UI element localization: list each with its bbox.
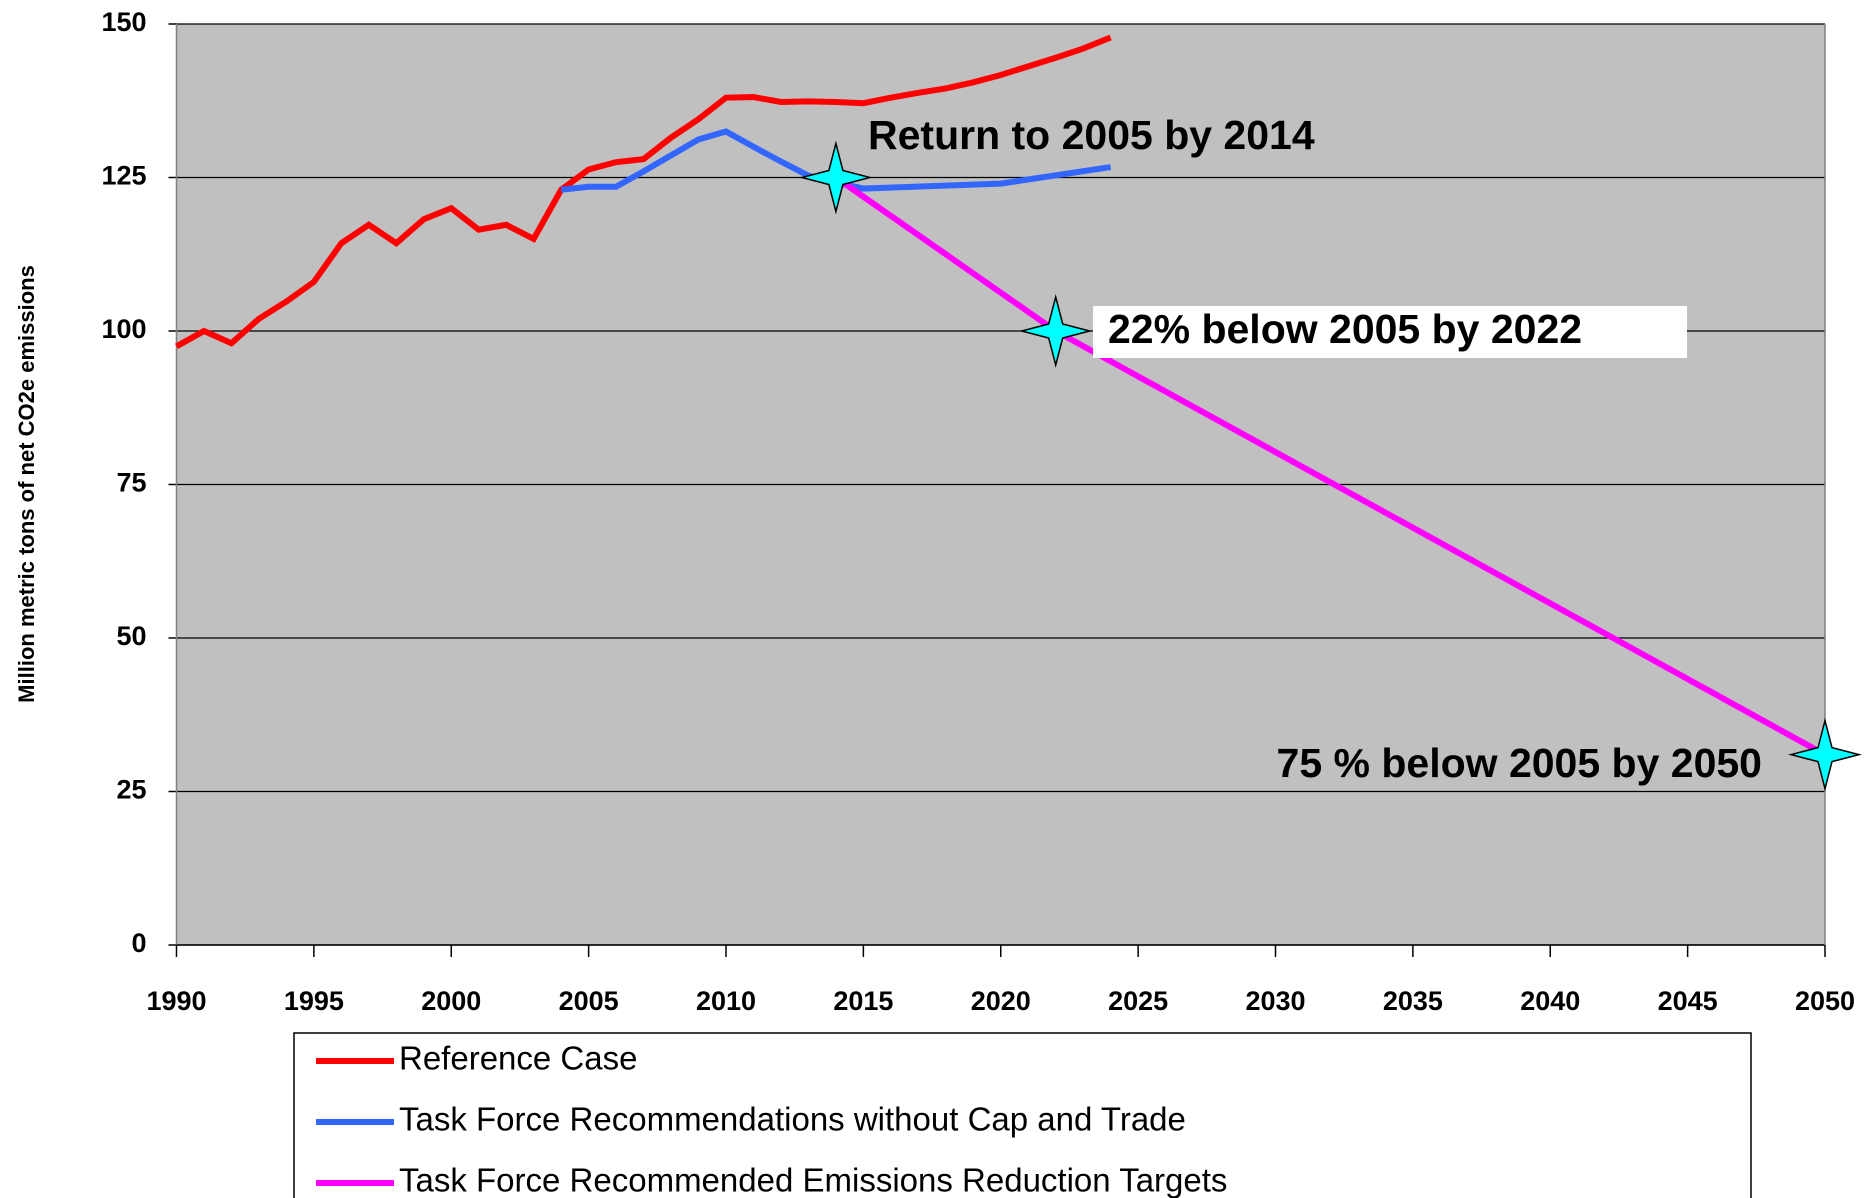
- target-star: [1788, 717, 1862, 792]
- x-tick-label: 2050: [1795, 986, 1855, 1016]
- legend: [293, 1032, 1752, 1198]
- x-tick-label: 2045: [1658, 986, 1718, 1016]
- annotation-box: [1093, 306, 1687, 358]
- target-star: [798, 140, 873, 215]
- x-tick-label: 2040: [1520, 986, 1580, 1016]
- target-star: [1018, 294, 1093, 368]
- y-tick-label: 0: [131, 928, 146, 958]
- legend-label: Task Force Recommended Emissions Reducti…: [399, 1162, 1227, 1198]
- x-tick-label: 2020: [971, 986, 1031, 1016]
- x-tick-label: 1990: [146, 986, 206, 1016]
- y-tick-label: 75: [116, 468, 146, 498]
- x-tick-label: 2015: [833, 986, 893, 1016]
- x-tick-label: 2000: [421, 986, 481, 1016]
- x-tick-label: 1995: [284, 986, 344, 1016]
- x-tick-label: 2010: [696, 986, 756, 1016]
- x-tick-label: 2035: [1383, 986, 1443, 1016]
- x-tick-label: 2025: [1108, 986, 1168, 1016]
- legend-label: Task Force Recommendations without Cap a…: [399, 1101, 1186, 1138]
- legend-label: Reference Case: [399, 1040, 637, 1077]
- annotation: 75 % below 2005 by 2050: [1277, 740, 1762, 786]
- annotation: Return to 2005 by 2014: [868, 112, 1315, 158]
- y-tick-label: 125: [101, 161, 146, 191]
- series-line: [175, 34, 1112, 349]
- y-tick-label: 50: [116, 621, 146, 651]
- annotation: 22% below 2005 by 2022: [1108, 306, 1582, 352]
- y-tick-label: 100: [101, 314, 146, 344]
- y-tick-label: 25: [116, 775, 146, 805]
- series-line: [560, 128, 1112, 193]
- y-tick-label: 150: [101, 7, 146, 37]
- x-tick-label: 2030: [1245, 986, 1305, 1016]
- y-axis-label: Million metric tons of net CO2e emission…: [14, 265, 39, 703]
- x-tick-label: 2005: [559, 986, 619, 1016]
